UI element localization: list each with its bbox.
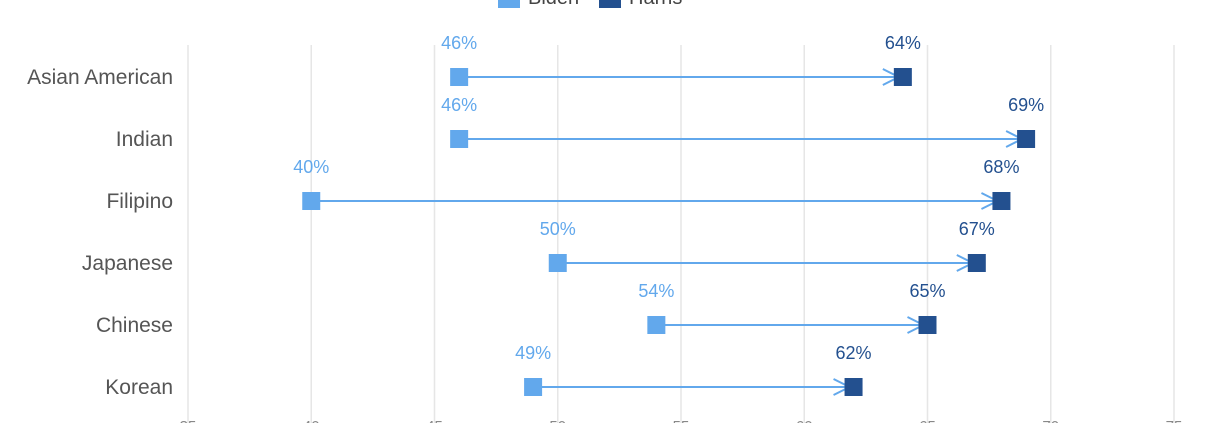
biden-value-label: 50% bbox=[540, 219, 576, 239]
harris-marker bbox=[967, 254, 986, 272]
harris-marker bbox=[992, 192, 1011, 210]
biden-value-label: 49% bbox=[515, 343, 551, 363]
biden-value-label: 46% bbox=[441, 33, 477, 53]
legend-label-harris: Harris bbox=[629, 0, 682, 9]
x-tick-label: 50 bbox=[549, 418, 566, 423]
legend-swatch-harris bbox=[599, 0, 621, 8]
biden-marker bbox=[450, 130, 469, 148]
category-label: Filipino bbox=[106, 190, 173, 213]
legend: Biden Harris bbox=[498, 0, 682, 9]
biden-value-label: 54% bbox=[638, 281, 674, 301]
harris-value-label: 67% bbox=[959, 219, 995, 239]
gridlines bbox=[187, 45, 1175, 423]
category-label: Japanese bbox=[82, 252, 173, 275]
harris-marker bbox=[893, 68, 912, 86]
legend-swatch-biden bbox=[498, 0, 520, 8]
row-indian: Indian 46% 69% bbox=[116, 95, 1044, 151]
x-tick-label: 70 bbox=[1042, 418, 1059, 423]
biden-marker bbox=[548, 254, 567, 272]
x-tick-label: 55 bbox=[673, 418, 690, 423]
biden-marker bbox=[524, 378, 543, 396]
category-label: Chinese bbox=[96, 314, 173, 337]
category-label: Korean bbox=[105, 376, 173, 399]
harris-marker bbox=[844, 378, 863, 396]
x-tick-label: 65 bbox=[919, 418, 936, 423]
harris-marker bbox=[1017, 130, 1036, 148]
biden-marker bbox=[302, 192, 321, 210]
biden-marker bbox=[450, 68, 469, 86]
x-tick-label: 60 bbox=[796, 418, 813, 423]
category-label: Asian American bbox=[27, 66, 173, 89]
row-asian-american: Asian American 46% 64% bbox=[27, 33, 921, 89]
harris-value-label: 68% bbox=[983, 157, 1019, 177]
row-filipino: Filipino 40% 68% bbox=[106, 157, 1019, 213]
biden-value-label: 40% bbox=[293, 157, 329, 177]
row-korean: Korean 49% 62% bbox=[105, 343, 871, 399]
x-tick-label: 45 bbox=[426, 418, 443, 423]
legend-label-biden: Biden bbox=[528, 0, 579, 9]
harris-value-label: 62% bbox=[836, 343, 872, 363]
harris-marker bbox=[918, 316, 937, 334]
harris-value-label: 64% bbox=[885, 33, 921, 53]
x-tick-label: 75 bbox=[1166, 418, 1183, 423]
x-axis-ticks: 35 40 45 50 55 60 65 70 75 bbox=[180, 418, 1183, 423]
biden-marker bbox=[647, 316, 666, 334]
x-tick-label: 35 bbox=[180, 418, 197, 423]
row-chinese: Chinese 54% 65% bbox=[96, 281, 946, 337]
row-japanese: Japanese 50% 67% bbox=[82, 219, 995, 275]
harris-value-label: 69% bbox=[1008, 95, 1044, 115]
x-tick-label: 40 bbox=[303, 418, 320, 423]
biden-value-label: 46% bbox=[441, 95, 477, 115]
category-label: Indian bbox=[116, 128, 173, 151]
harris-value-label: 65% bbox=[909, 281, 945, 301]
